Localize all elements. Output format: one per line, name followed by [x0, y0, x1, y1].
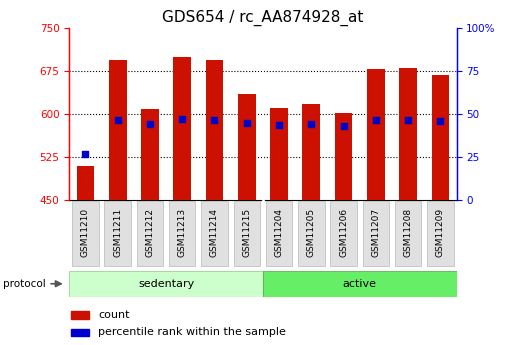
Point [275, 122, 283, 128]
Bar [141, 109, 159, 200]
Text: GSM11212: GSM11212 [146, 208, 154, 257]
Text: protocol: protocol [3, 279, 45, 289]
Text: active: active [343, 279, 377, 289]
FancyBboxPatch shape [72, 201, 98, 266]
Text: GSM11207: GSM11207 [371, 208, 380, 257]
FancyBboxPatch shape [201, 201, 228, 266]
Title: GDS654 / rc_AA874928_at: GDS654 / rc_AA874928_at [162, 10, 364, 26]
Bar [71, 311, 89, 319]
Text: GSM11214: GSM11214 [210, 208, 219, 257]
Text: percentile rank within the sample: percentile rank within the sample [98, 327, 286, 337]
Point [372, 117, 380, 123]
Bar [334, 113, 352, 200]
Bar [431, 75, 449, 200]
Point [210, 117, 219, 123]
Text: GSM11209: GSM11209 [436, 208, 445, 257]
Bar [71, 328, 89, 336]
FancyBboxPatch shape [136, 201, 163, 266]
Text: GSM11208: GSM11208 [404, 208, 412, 257]
FancyBboxPatch shape [395, 201, 421, 266]
FancyBboxPatch shape [233, 201, 260, 266]
Bar [367, 69, 385, 200]
FancyBboxPatch shape [330, 201, 357, 266]
Point [178, 116, 186, 122]
Point [437, 118, 445, 124]
FancyBboxPatch shape [427, 201, 453, 266]
Point [113, 117, 122, 122]
Text: GSM11206: GSM11206 [339, 208, 348, 257]
Bar [76, 166, 94, 200]
Bar [270, 108, 288, 200]
Text: GSM11204: GSM11204 [274, 208, 284, 257]
FancyBboxPatch shape [363, 201, 389, 266]
Bar [238, 94, 255, 200]
Bar [263, 271, 457, 297]
Text: GSM11210: GSM11210 [81, 208, 90, 257]
FancyBboxPatch shape [266, 201, 292, 266]
Point [81, 151, 89, 157]
Point [340, 124, 348, 129]
Bar [399, 68, 417, 200]
Text: GSM11215: GSM11215 [242, 208, 251, 257]
Bar [173, 58, 191, 200]
Bar [206, 60, 223, 200]
Text: GSM11211: GSM11211 [113, 208, 122, 257]
Text: sedentary: sedentary [138, 279, 194, 289]
FancyBboxPatch shape [105, 201, 131, 266]
Point [307, 121, 315, 127]
Text: count: count [98, 310, 130, 320]
Text: GSM11213: GSM11213 [177, 208, 187, 257]
Bar [303, 104, 320, 200]
Point [404, 117, 412, 123]
Point [146, 121, 154, 127]
Bar [69, 271, 263, 297]
FancyBboxPatch shape [298, 201, 325, 266]
Text: GSM11205: GSM11205 [307, 208, 316, 257]
Bar [109, 60, 127, 200]
FancyBboxPatch shape [169, 201, 195, 266]
Point [243, 120, 251, 126]
